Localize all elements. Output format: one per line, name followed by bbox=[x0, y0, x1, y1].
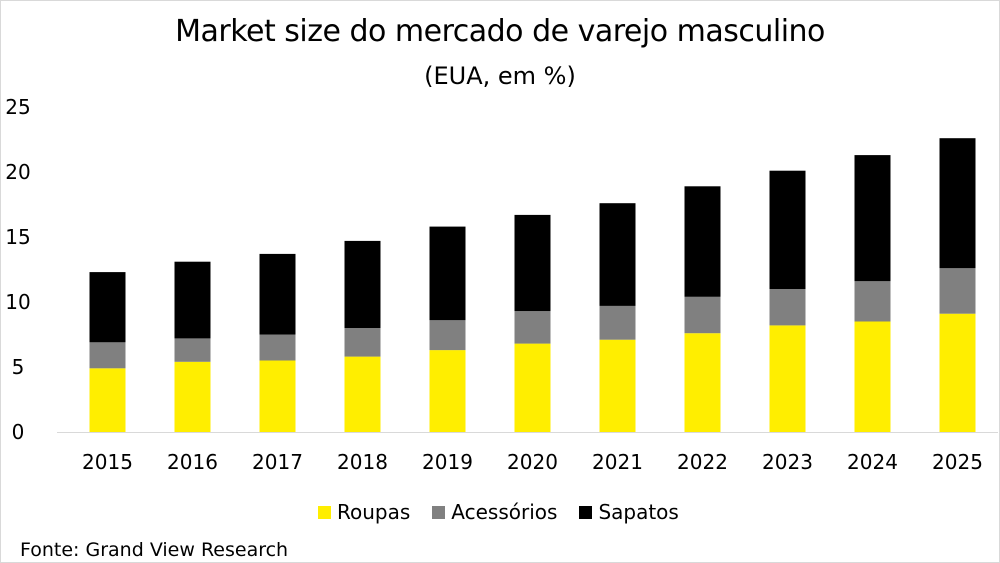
bar-acessrios-2016 bbox=[174, 338, 211, 362]
bar-acessrios-2017 bbox=[259, 334, 296, 361]
legend-item-sapatos: Sapatos bbox=[579, 500, 679, 524]
bar-sapatos-2020 bbox=[514, 214, 551, 312]
bar-acessrios-2018 bbox=[344, 328, 381, 357]
y-tick-label: 15 bbox=[5, 225, 30, 249]
bar-roupas-2018 bbox=[344, 356, 381, 432]
bar-roupas-2022 bbox=[684, 333, 721, 432]
x-tick-label: 2018 bbox=[337, 450, 388, 474]
bar-roupas-2017 bbox=[259, 360, 296, 432]
x-tick-label: 2021 bbox=[592, 450, 643, 474]
bar-sapatos-2023 bbox=[769, 170, 806, 289]
bar-sapatos-2016 bbox=[174, 261, 211, 339]
x-tick-label: 2025 bbox=[932, 450, 983, 474]
y-tick-label: 5 bbox=[12, 355, 25, 379]
bar-sapatos-2021 bbox=[599, 203, 636, 306]
x-tick-label: 2017 bbox=[252, 450, 303, 474]
bar-roupas-2023 bbox=[769, 325, 806, 432]
bar-sapatos-2017 bbox=[259, 253, 296, 335]
bar-sapatos-2018 bbox=[344, 240, 381, 328]
legend-swatch-roupas bbox=[318, 505, 331, 519]
legend-swatch-sapatos bbox=[579, 505, 593, 519]
legend-label-sapatos: Sapatos bbox=[598, 500, 679, 524]
bar-acessrios-2022 bbox=[684, 296, 721, 334]
bar-acessrios-2021 bbox=[599, 305, 636, 340]
legend-label-roupas: Roupas bbox=[337, 500, 411, 524]
source-note: Fonte: Grand View Research bbox=[20, 539, 289, 561]
y-tick-label: 0 bbox=[12, 420, 25, 444]
bar-sapatos-2024 bbox=[854, 155, 891, 282]
bar-acessrios-2019 bbox=[429, 320, 466, 351]
legend-swatch-acessorios bbox=[432, 505, 446, 519]
x-tick-label: 2019 bbox=[422, 450, 473, 474]
bar-roupas-2024 bbox=[854, 321, 891, 432]
bar-sapatos-2015 bbox=[89, 272, 126, 343]
legend-label-acessorios: Acessórios bbox=[451, 500, 558, 524]
x-tick-label: 2024 bbox=[847, 450, 898, 474]
y-tick-label: 20 bbox=[5, 160, 30, 184]
bar-roupas-2015 bbox=[89, 368, 126, 432]
bar-acessrios-2023 bbox=[769, 289, 806, 326]
x-tick-label: 2015 bbox=[82, 450, 133, 474]
bar-sapatos-2019 bbox=[429, 226, 466, 321]
x-tick-label: 2020 bbox=[507, 450, 558, 474]
chart-subtitle: (EUA, em %) bbox=[424, 62, 576, 90]
bar-roupas-2020 bbox=[514, 343, 551, 432]
bar-sapatos-2025 bbox=[939, 138, 976, 269]
y-tick-label: 25 bbox=[5, 95, 30, 119]
chart-legend: Roupas Acessórios Sapatos bbox=[318, 499, 679, 525]
legend-item-acessorios: Acessórios bbox=[432, 500, 557, 524]
bar-roupas-2016 bbox=[174, 361, 211, 432]
y-tick-label: 10 bbox=[5, 290, 30, 314]
bar-roupas-2021 bbox=[599, 339, 636, 432]
bar-roupas-2019 bbox=[429, 350, 466, 432]
bar-sapatos-2022 bbox=[684, 186, 721, 297]
bar-acessrios-2024 bbox=[854, 281, 891, 322]
legend-item-roupas: Roupas bbox=[318, 500, 410, 524]
chart-title: Market size do mercado de varejo masculi… bbox=[175, 14, 825, 49]
x-tick-label: 2016 bbox=[167, 450, 218, 474]
x-tick-label: 2022 bbox=[677, 450, 728, 474]
bar-acessrios-2015 bbox=[89, 342, 126, 369]
bar-acessrios-2020 bbox=[514, 311, 551, 344]
bar-roupas-2025 bbox=[939, 313, 976, 432]
bar-acessrios-2025 bbox=[939, 268, 976, 314]
x-tick-label: 2023 bbox=[762, 450, 813, 474]
